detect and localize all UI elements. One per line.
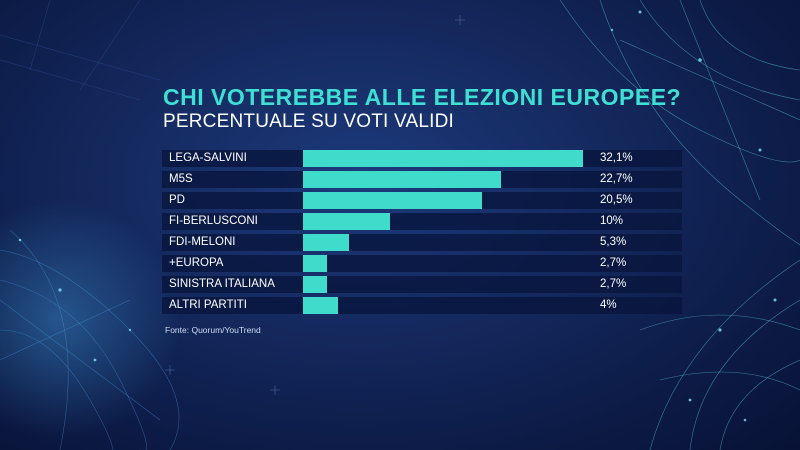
- chart-row: SINISTRA ITALIANA 2,7%: [162, 276, 682, 293]
- bar-chart: LEGA-SALVINI 32,1% M5S 22,7% PD 20,5% FI-BERLU…: [162, 150, 682, 318]
- category-label: +EUROPA: [169, 257, 224, 269]
- chart-row: LEGA-SALVINI 32,1%: [162, 150, 682, 167]
- chart-subtitle: PERCENTUALE SU VOTI VALIDI: [163, 111, 454, 132]
- category-label: ALTRI PARTITI: [169, 299, 247, 311]
- bar: [303, 171, 501, 188]
- category-label: PD: [169, 194, 185, 206]
- chart-row: PD 20,5%: [162, 192, 682, 209]
- chart-row: FI-BERLUSCONI 10%: [162, 213, 682, 230]
- category-label: LEGA-SALVINI: [169, 152, 247, 164]
- bar: [303, 150, 583, 167]
- bar: [303, 255, 327, 272]
- value-label: 10%: [600, 215, 624, 227]
- category-label: SINISTRA ITALIANA: [169, 278, 275, 290]
- chart-row: M5S 22,7%: [162, 171, 682, 188]
- bar: [303, 234, 350, 251]
- category-label: FDI-MELONI: [169, 236, 236, 248]
- chart-row: ALTRI PARTITI 4%: [162, 297, 682, 314]
- chart-row: +EUROPA 2,7%: [162, 255, 682, 272]
- chart-row: FDI-MELONI 5,3%: [162, 234, 682, 251]
- value-label: 5,3%: [600, 236, 627, 248]
- source-note: Fonte: Quorum/YouTrend: [165, 325, 261, 335]
- bar: [303, 213, 391, 230]
- value-label: 2,7%: [600, 278, 627, 290]
- value-label: 20,5%: [600, 194, 633, 206]
- bar: [303, 297, 338, 314]
- bar: [303, 192, 482, 209]
- bar: [303, 276, 327, 293]
- value-label: 32,1%: [600, 152, 633, 164]
- chart-title: CHI VOTEREBBE ALLE ELEZIONI EUROPEE?: [163, 84, 682, 110]
- category-label: FI-BERLUSCONI: [169, 215, 258, 227]
- category-label: M5S: [169, 173, 193, 185]
- value-label: 2,7%: [600, 257, 627, 269]
- value-label: 4%: [600, 299, 617, 311]
- value-label: 22,7%: [600, 173, 633, 185]
